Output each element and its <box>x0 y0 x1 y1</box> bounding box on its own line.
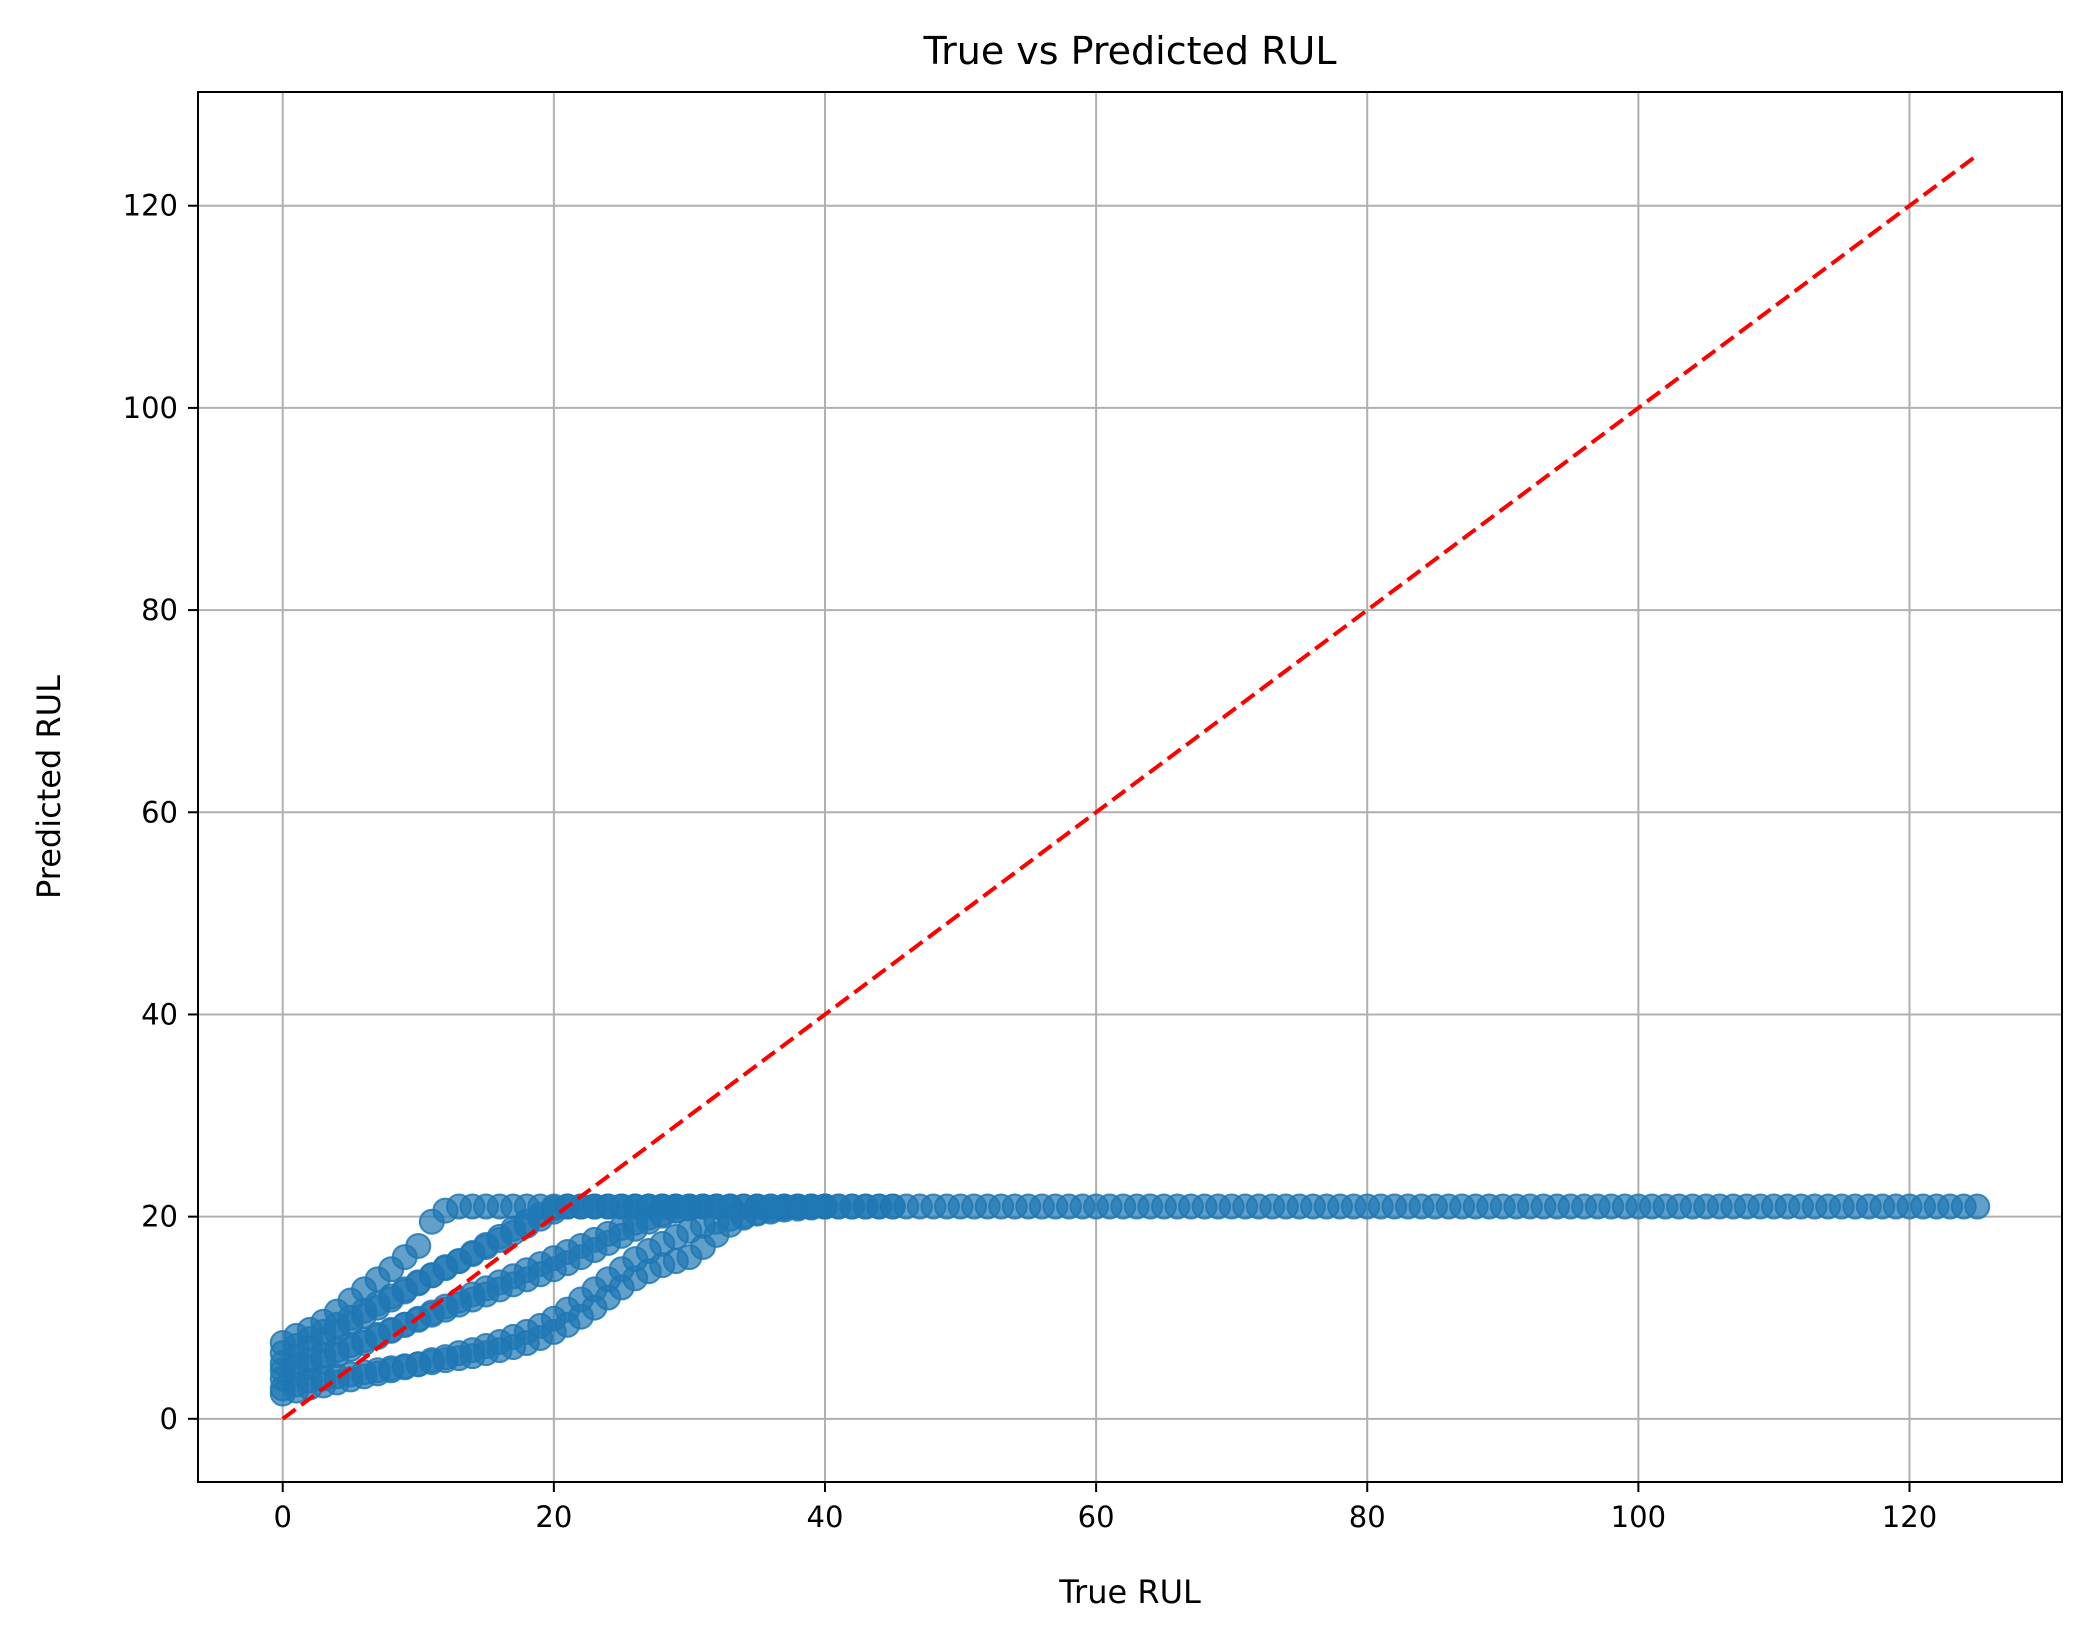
y-axis-label: Predicted RUL <box>30 675 68 899</box>
x-tick-label: 100 <box>1611 1500 1666 1534</box>
chart-title: True vs Predicted RUL <box>922 29 1336 73</box>
y-axis-ticks: 0 20 40 60 80 100 120 <box>123 189 198 1436</box>
y-tick-label: 60 <box>141 795 178 829</box>
ideal-line-group <box>281 153 1979 1421</box>
x-axis-ticks: 0 20 40 60 80 100 120 <box>274 1482 1937 1534</box>
plot-frame <box>197 91 2063 1483</box>
x-tick-label: 120 <box>1882 1500 1937 1534</box>
data-point <box>717 1193 744 1220</box>
x-axis-label: True RUL <box>1058 1573 1201 1611</box>
ideal-line <box>281 153 1979 1421</box>
data-point <box>1964 1193 1991 1220</box>
y-tick-label: 20 <box>141 1200 178 1234</box>
y-tick-label: 120 <box>123 189 178 223</box>
y-tick-label: 0 <box>160 1402 178 1436</box>
y-tick-label: 100 <box>123 391 178 425</box>
x-tick-label: 40 <box>807 1500 844 1534</box>
x-tick-label: 80 <box>1349 1500 1386 1534</box>
x-tick-label: 20 <box>535 1500 572 1534</box>
x-tick-label: 60 <box>1078 1500 1115 1534</box>
x-tick-label: 0 <box>274 1500 292 1534</box>
y-tick-label: 40 <box>141 997 178 1031</box>
scatter-points <box>269 1193 1991 1407</box>
y-tick-label: 80 <box>141 593 178 627</box>
data-point <box>405 1232 432 1259</box>
